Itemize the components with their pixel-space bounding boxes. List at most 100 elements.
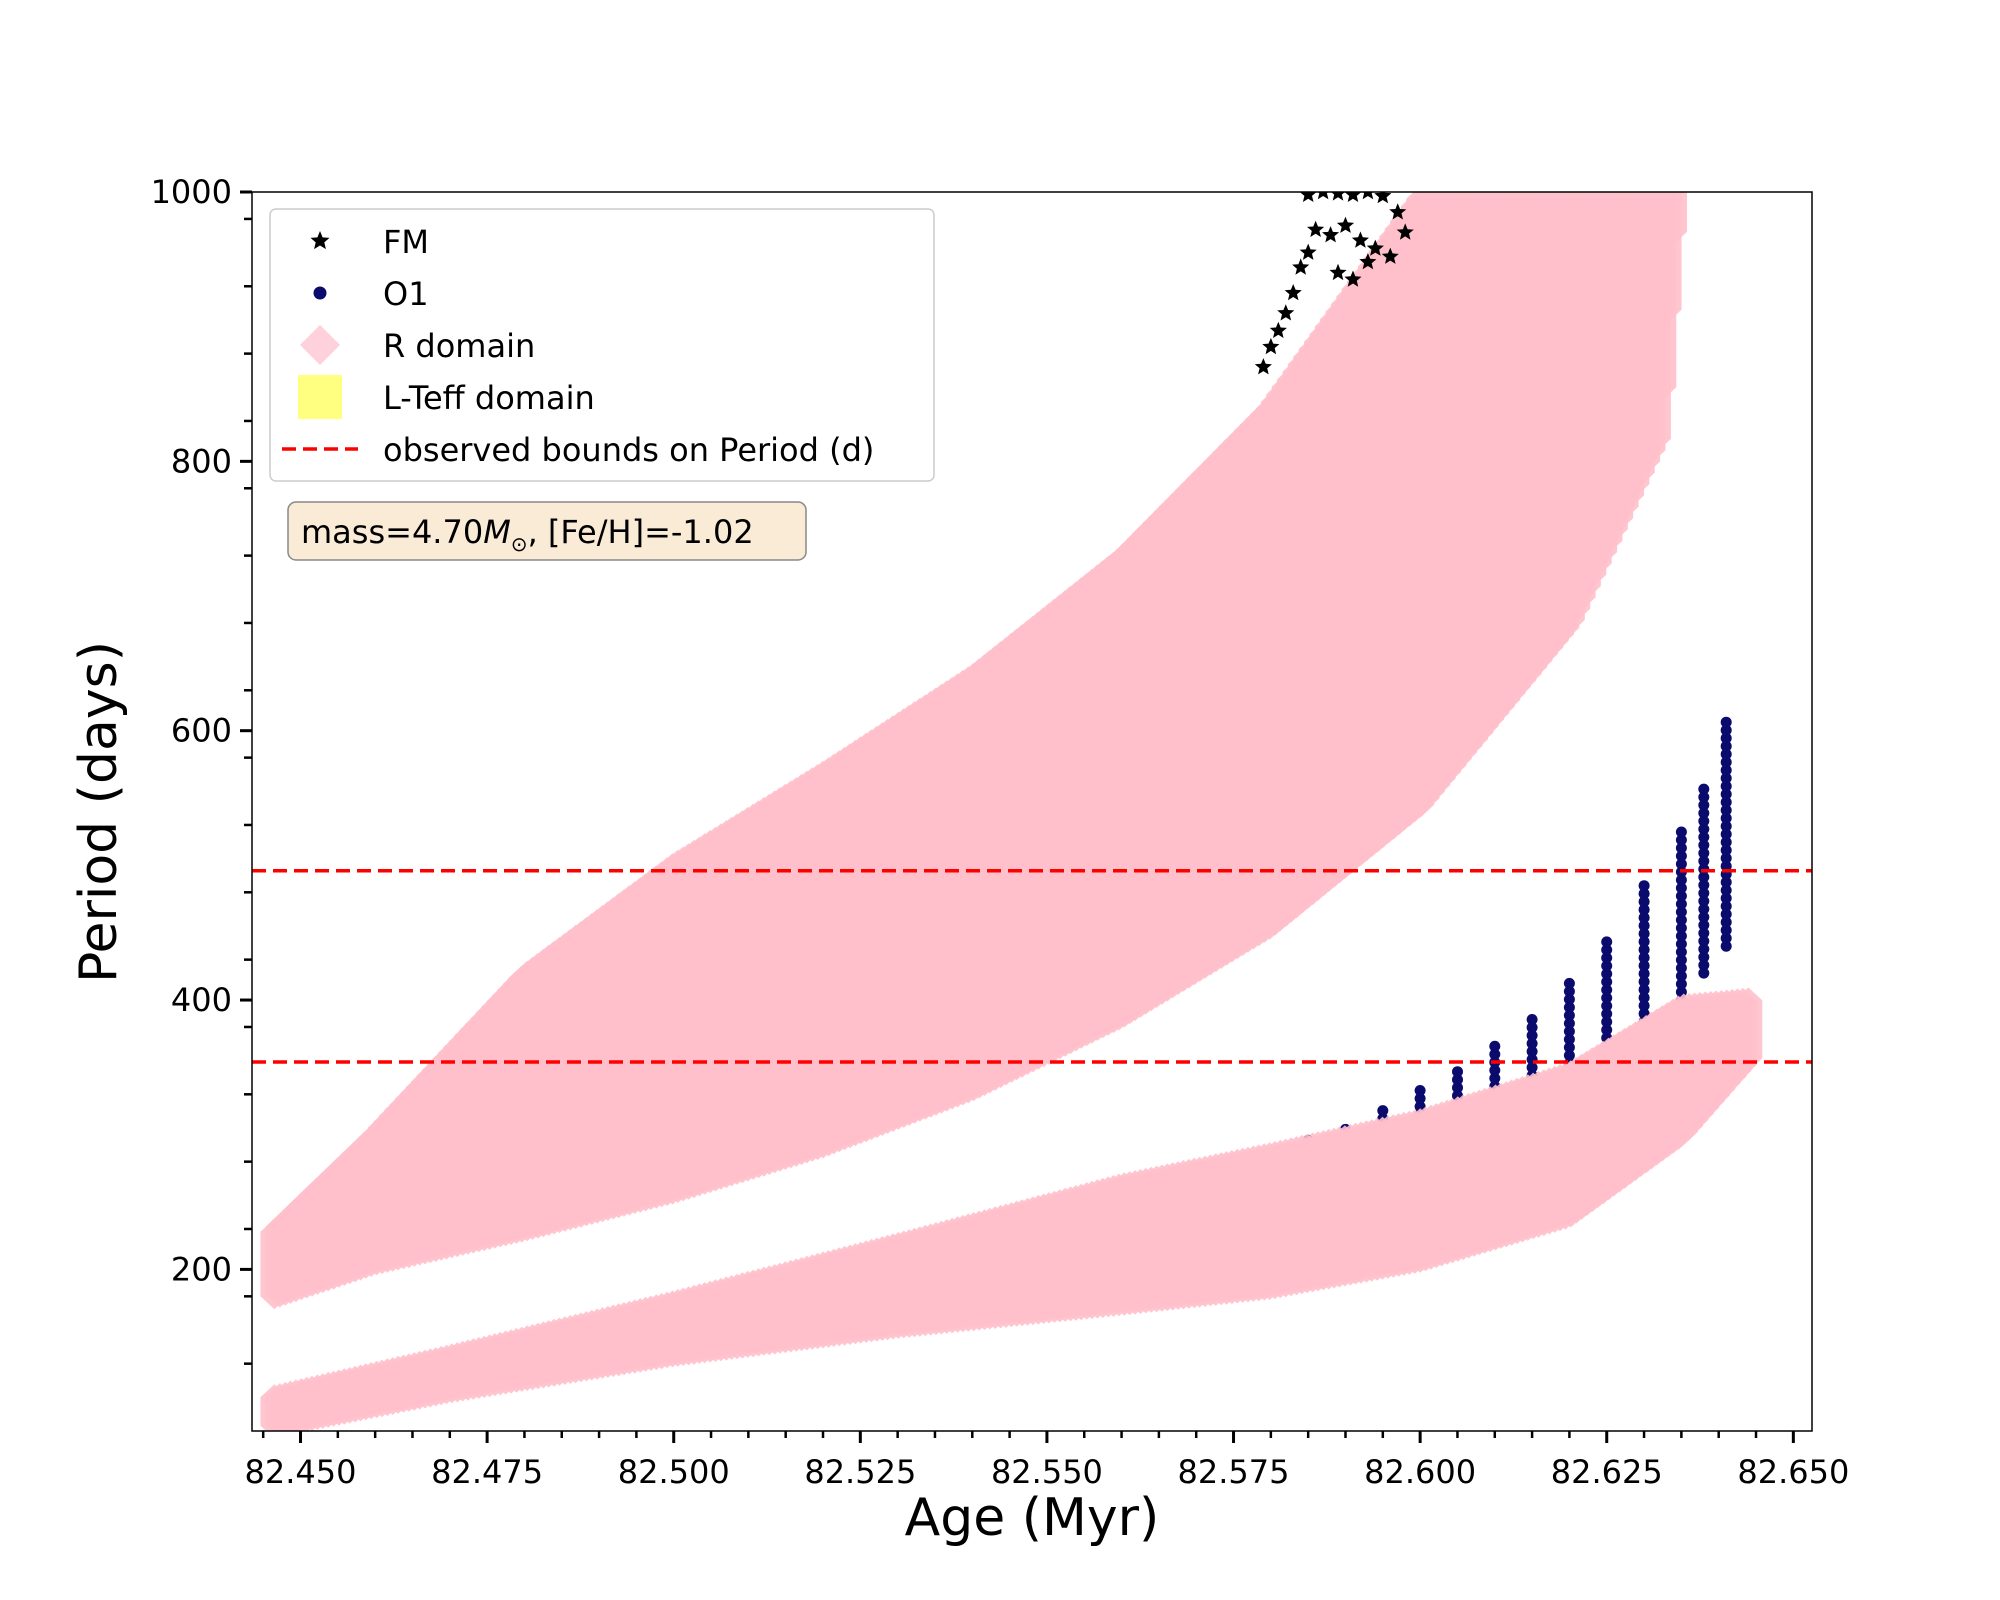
legend: FM O1 R domain L-Teff domain observed bounds… (269, 208, 935, 482)
fm-point (1284, 284, 1302, 301)
fm-point (1344, 192, 1362, 202)
o1-point (1638, 880, 1650, 892)
annotation-box (287, 501, 807, 561)
fm-point (1344, 270, 1362, 287)
legend-label: observed bounds on Period (d) (383, 431, 874, 469)
o1-point (1601, 992, 1613, 1004)
o1-point (1563, 977, 1575, 989)
legend-item-1: FM (310, 223, 429, 261)
svg-text:mass=4.70M⊙, [Fe/H]=-1.02: mass=4.70M⊙, [Fe/H]=-1.02 (301, 513, 754, 556)
o1-point (1720, 732, 1732, 744)
o1-point (1526, 1038, 1538, 1049)
o1-point (1563, 1001, 1575, 1013)
o1-point (1675, 898, 1687, 910)
o1-point (1720, 812, 1732, 824)
legend-item-3: R domain (300, 325, 535, 365)
o1-point (1720, 836, 1732, 848)
o1-point (1675, 930, 1687, 942)
o1-point (1601, 1024, 1613, 1036)
o1-point (1638, 968, 1650, 980)
fm-point (1389, 203, 1407, 220)
series-r-domain-band-1 (260, 192, 1687, 1310)
x-tick-label: 82.475 (431, 1453, 543, 1491)
y-tick-label: 600 (171, 712, 232, 750)
annotation-prefix: mass=4.70 (301, 513, 483, 551)
o1-point (1563, 985, 1575, 997)
o1-point (1720, 828, 1732, 840)
o1-point (1720, 844, 1732, 856)
fm-point (1292, 258, 1310, 275)
o1-point (1638, 992, 1650, 1004)
o1-point (1675, 978, 1687, 990)
o1-point (1675, 858, 1687, 870)
fm-point (1307, 220, 1325, 237)
o1-point (1601, 976, 1613, 988)
o1-point (1526, 1022, 1538, 1033)
o1-point (1638, 1000, 1650, 1012)
o1-point (1563, 1041, 1575, 1053)
legend-circle-icon (313, 286, 327, 300)
plot-area (260, 192, 1763, 1431)
o1-point (1638, 944, 1650, 956)
o1-point (1638, 960, 1650, 972)
o1-point (1720, 860, 1732, 872)
o1-point (1638, 904, 1650, 916)
mass-annotation: mass=4.70M⊙, [Fe/H]=-1.02 (287, 501, 807, 561)
x-tick-label: 82.450 (245, 1453, 357, 1491)
o1-point (1698, 831, 1710, 843)
o1-point (1698, 799, 1710, 811)
o1-point (1720, 796, 1732, 808)
o1-point (1720, 724, 1732, 736)
o1-point (1489, 1048, 1501, 1060)
fm-point (1362, 192, 1374, 200)
o1-point (1698, 847, 1710, 859)
o1-point (1720, 748, 1732, 760)
legend-diamond-icon (300, 325, 340, 365)
o1-point (1698, 807, 1710, 819)
legend-label: FM (383, 223, 429, 261)
o1-point (1675, 834, 1687, 846)
o1-point (1698, 919, 1710, 931)
x-tick-label: 82.500 (618, 1453, 730, 1491)
x-tick-label: 82.550 (991, 1453, 1103, 1491)
o1-point (1675, 922, 1687, 934)
o1-point (1563, 993, 1575, 1005)
o1-point (1698, 951, 1710, 963)
legend-star-icon (310, 231, 330, 250)
o1-point (1601, 1008, 1613, 1020)
o1-point (1720, 716, 1732, 728)
o1-point (1720, 756, 1732, 768)
o1-point (1720, 924, 1732, 936)
legend-item-4: L-Teff domain (298, 375, 595, 419)
fm-point (1359, 253, 1377, 270)
o1-point (1675, 946, 1687, 958)
annotation-sun-subscript: ⊙ (511, 532, 528, 556)
y-tick-label: 200 (171, 1250, 232, 1288)
legend-item-2: O1 (313, 275, 429, 313)
o1-point (1698, 943, 1710, 955)
o1-point (1698, 879, 1710, 891)
y-tick-label: 400 (171, 981, 232, 1019)
legend-square-icon (298, 375, 342, 419)
fm-point (1351, 231, 1369, 248)
o1-point (1720, 900, 1732, 912)
o1-point (1698, 911, 1710, 923)
o1-point (1698, 871, 1710, 883)
o1-point (1563, 1033, 1575, 1045)
fm-point (1322, 226, 1340, 243)
o1-point (1698, 815, 1710, 827)
r-domain-diamond-column (1734, 987, 1763, 1072)
o1-point (1563, 1009, 1575, 1021)
o1-point (1675, 938, 1687, 950)
o1-point (1698, 887, 1710, 899)
o1-point (1675, 906, 1687, 918)
x-tick-label: 82.625 (1551, 1453, 1663, 1491)
legend-label: R domain (383, 327, 535, 365)
x-tick-label: 82.575 (1178, 1453, 1290, 1491)
o1-point (1720, 892, 1732, 904)
o1-point (1601, 936, 1613, 948)
o1-point (1720, 772, 1732, 784)
o1-point (1452, 1066, 1463, 1078)
fm-point (1396, 223, 1414, 240)
